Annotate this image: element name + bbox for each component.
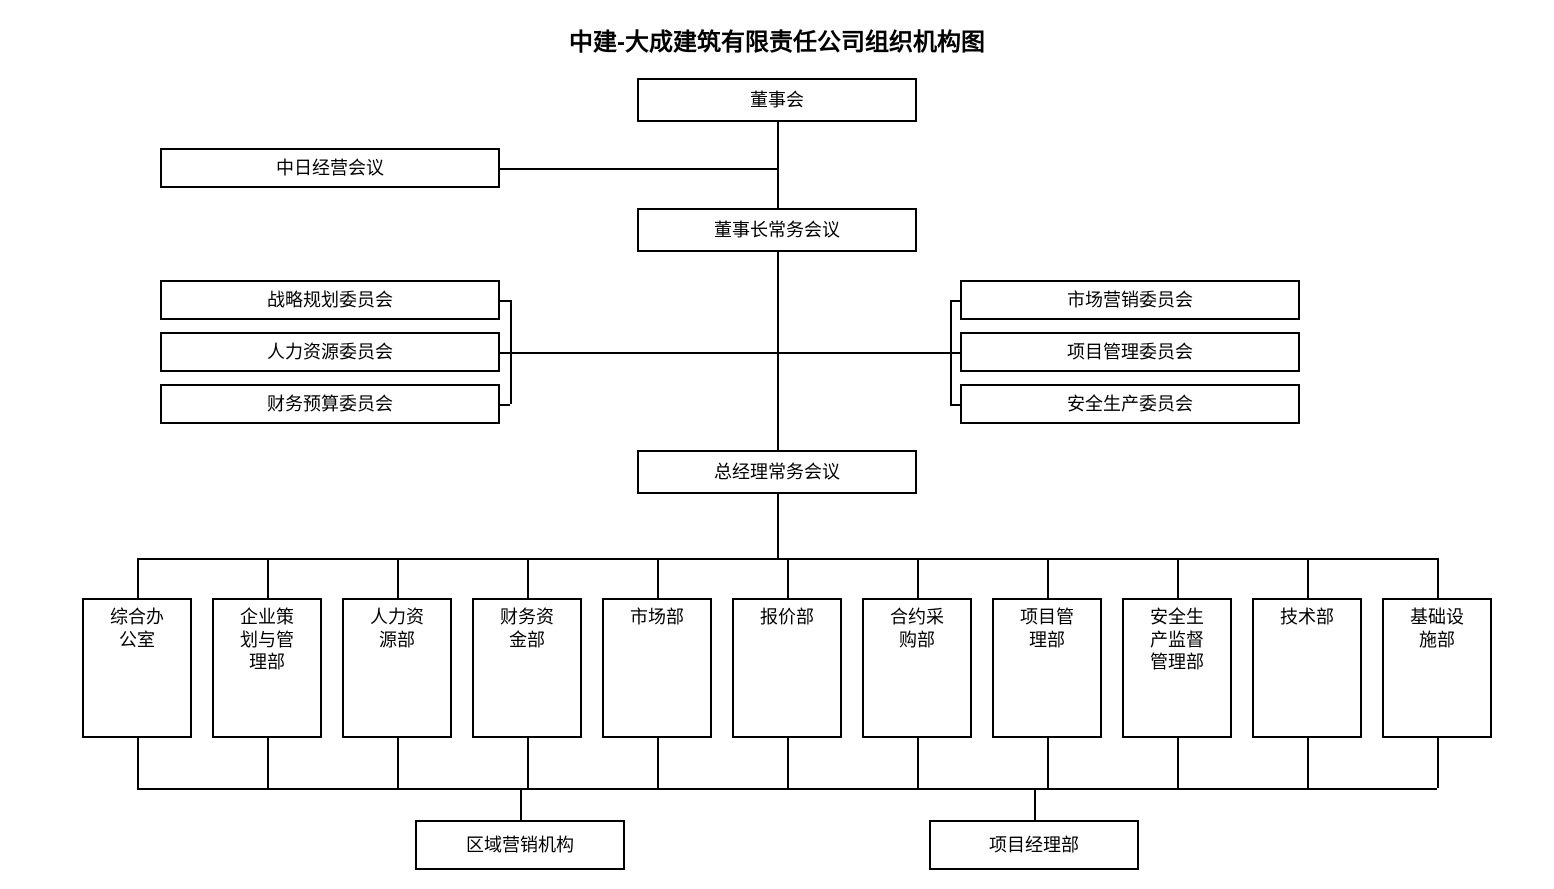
dept-drop-1 [267,558,269,598]
dept-drop-7 [1047,558,1049,598]
sub-right-drop [1034,788,1036,820]
node-committee-right-2: 安全生产委员会 [960,384,1300,424]
node-committee-left-2-label: 财务预算委员会 [267,393,393,416]
org-chart-canvas: 中建-大成建筑有限责任公司组织机构图董事会董事长常务会议总经理常务会议 中日经营会… [0,0,1554,889]
node-dept-7: 项目管 理部 [992,598,1102,738]
node-cnjp-meeting: 中日经营会议 [160,148,500,188]
node-committee-left-0: 战略规划委员会 [160,280,500,320]
node-committee-left-1: 人力资源委员会 [160,332,500,372]
node-dept-1-label: 企业策 划与管 理部 [240,606,294,674]
node-committee-right-0: 市场营销委员会 [960,280,1300,320]
node-committee-right-1: 项目管理委员会 [960,332,1300,372]
node-board: 董事会 [637,78,917,122]
node-dept-5-label: 报价部 [760,606,814,629]
spine-3 [777,494,779,558]
dept-riser-0 [137,738,139,788]
bracket-left-h-1 [500,352,510,354]
node-dept-3: 财务资 金部 [472,598,582,738]
dept-drop-2 [397,558,399,598]
node-chairman-meeting: 董事长常务会议 [637,208,917,252]
spine-1 [777,122,779,208]
dept-riser-3 [527,738,529,788]
node-chairman-meeting-label: 董事长常务会议 [714,219,840,242]
dept-drop-6 [917,558,919,598]
bracket-right-h-2 [950,404,960,406]
dept-riser-4 [657,738,659,788]
node-board-label: 董事会 [750,89,804,112]
node-committee-left-1-label: 人力资源委员会 [267,341,393,364]
node-committee-right-1-label: 项目管理委员会 [1067,341,1193,364]
bracket-left-h-0 [500,300,510,302]
node-committee-left-2: 财务预算委员会 [160,384,500,424]
node-dept-9: 技术部 [1252,598,1362,738]
node-sub-left: 区域营销机构 [415,820,625,870]
node-committee-right-2-label: 安全生产委员会 [1067,393,1193,416]
dept-drop-8 [1177,558,1179,598]
dept-riser-10 [1437,738,1439,788]
node-dept-1: 企业策 划与管 理部 [212,598,322,738]
dept-drop-10 [1437,558,1439,598]
dept-riser-2 [397,738,399,788]
sub-bus [137,788,1437,790]
node-dept-0-label: 综合办 公室 [110,606,164,651]
node-dept-6: 合约采 购部 [862,598,972,738]
node-dept-0: 综合办 公室 [82,598,192,738]
node-dept-2-label: 人力资 源部 [370,606,424,651]
node-dept-4: 市场部 [602,598,712,738]
node-dept-9-label: 技术部 [1280,606,1334,629]
bracket-right-h-1 [950,352,960,354]
dept-riser-8 [1177,738,1179,788]
dept-riser-1 [267,738,269,788]
dept-riser-6 [917,738,919,788]
node-committee-right-0-label: 市场营销委员会 [1067,289,1193,312]
node-dept-8: 安全生 产监督 管理部 [1122,598,1232,738]
bracket-right-h-0 [950,300,960,302]
chart-title: 中建-大成建筑有限责任公司组织机构图 [0,22,1554,57]
node-dept-10-label: 基础设 施部 [1410,606,1464,651]
node-cnjp-meeting-label: 中日经营会议 [276,157,384,180]
node-dept-2: 人力资 源部 [342,598,452,738]
node-sub-left-label: 区域营销机构 [466,834,574,857]
dept-riser-5 [787,738,789,788]
node-dept-5: 报价部 [732,598,842,738]
node-sub-right: 项目经理部 [929,820,1139,870]
sub-left-drop [520,788,522,820]
dept-drop-3 [527,558,529,598]
dept-drop-0 [137,558,139,598]
spine-2 [777,252,779,450]
node-dept-6-label: 合约采 购部 [890,606,944,651]
dept-drop-9 [1307,558,1309,598]
node-dept-10: 基础设 施部 [1382,598,1492,738]
node-dept-7-label: 项目管 理部 [1020,606,1074,651]
conn-left-committees [510,352,777,354]
node-dept-4-label: 市场部 [630,606,684,629]
node-sub-right-label: 项目经理部 [989,834,1079,857]
node-gm-meeting: 总经理常务会议 [637,450,917,494]
node-dept-3-label: 财务资 金部 [500,606,554,651]
node-dept-8-label: 安全生 产监督 管理部 [1150,606,1204,674]
dept-drop-5 [787,558,789,598]
bracket-left-h-2 [500,404,510,406]
node-gm-meeting-label: 总经理常务会议 [714,461,840,484]
conn-right-committees [777,352,950,354]
dept-riser-9 [1307,738,1309,788]
conn-cnjp [500,168,777,170]
dept-riser-7 [1047,738,1049,788]
node-committee-left-0-label: 战略规划委员会 [267,289,393,312]
dept-drop-4 [657,558,659,598]
